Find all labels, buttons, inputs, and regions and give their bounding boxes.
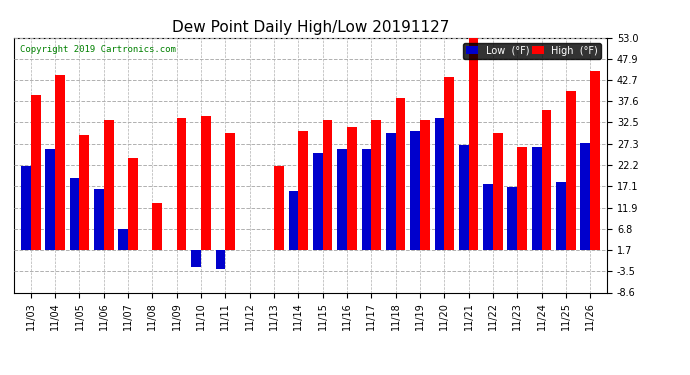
Bar — [21, 166, 31, 250]
Bar — [566, 92, 575, 250]
Bar — [104, 120, 114, 250]
Bar — [119, 229, 128, 250]
Bar — [323, 120, 333, 250]
Bar — [532, 147, 542, 250]
Bar — [313, 153, 323, 250]
Bar — [94, 189, 104, 250]
Bar — [298, 130, 308, 250]
Bar — [70, 178, 79, 250]
Bar — [435, 118, 444, 250]
Bar — [395, 98, 405, 250]
Bar — [128, 158, 138, 250]
Bar — [226, 133, 235, 250]
Bar — [411, 130, 420, 250]
Bar — [152, 203, 162, 250]
Bar — [201, 116, 210, 250]
Bar — [469, 33, 478, 250]
Bar — [288, 190, 298, 250]
Bar — [362, 149, 371, 250]
Bar — [459, 145, 469, 250]
Bar — [590, 70, 600, 250]
Bar — [31, 96, 41, 250]
Bar — [46, 149, 55, 250]
Bar — [420, 120, 430, 250]
Text: Copyright 2019 Cartronics.com: Copyright 2019 Cartronics.com — [20, 45, 176, 54]
Bar — [177, 118, 186, 250]
Bar — [518, 147, 527, 250]
Bar — [55, 75, 65, 250]
Bar — [274, 166, 284, 250]
Bar — [371, 120, 381, 250]
Bar — [337, 149, 347, 250]
Title: Dew Point Daily High/Low 20191127: Dew Point Daily High/Low 20191127 — [172, 20, 449, 35]
Bar — [386, 133, 395, 250]
Bar — [347, 126, 357, 250]
Bar — [580, 143, 590, 250]
Bar — [493, 133, 502, 250]
Bar — [444, 77, 454, 250]
Bar — [542, 110, 551, 250]
Bar — [79, 135, 89, 250]
Bar — [483, 184, 493, 250]
Legend: Low  (°F), High  (°F): Low (°F), High (°F) — [463, 43, 601, 59]
Bar — [216, 250, 226, 269]
Bar — [191, 250, 201, 267]
Bar — [556, 182, 566, 250]
Bar — [507, 186, 518, 250]
